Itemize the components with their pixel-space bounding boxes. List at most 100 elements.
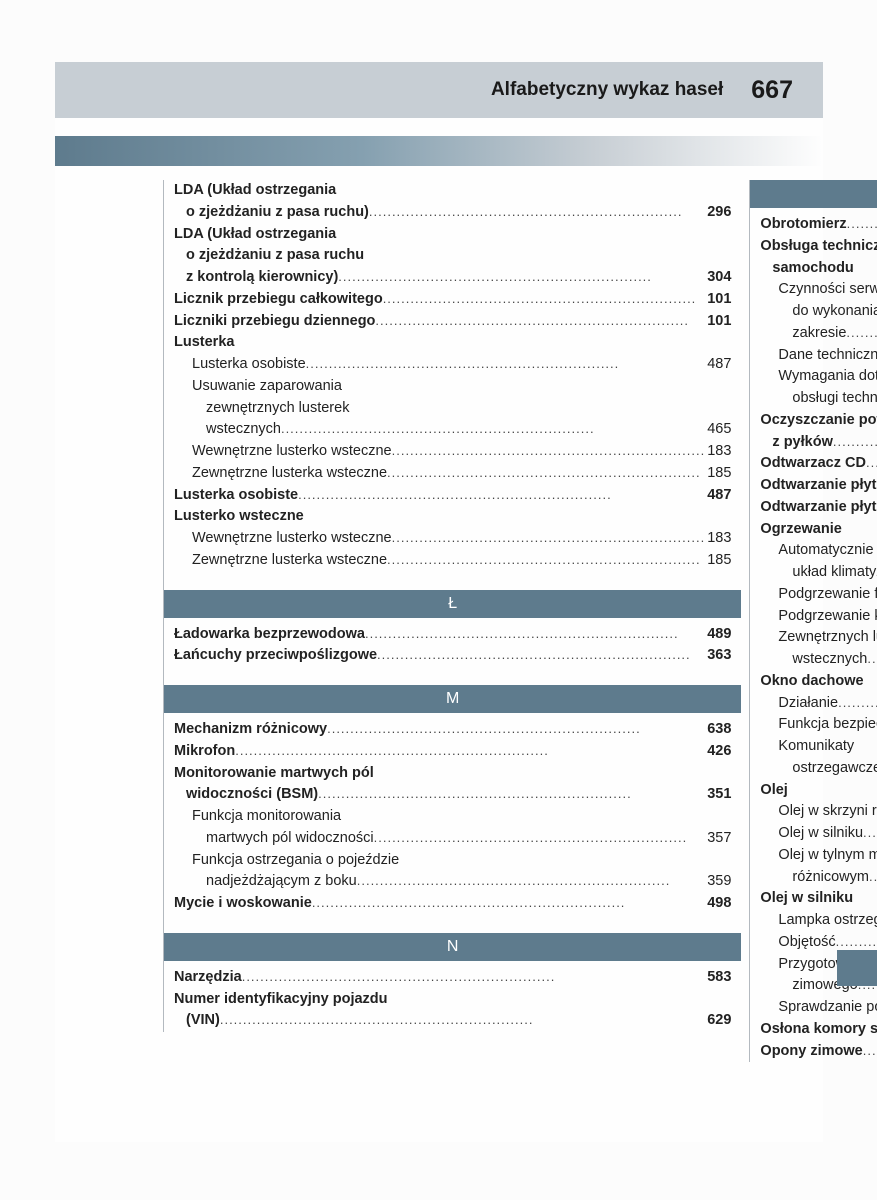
index-entry: LDA (Układ ostrzegania — [174, 180, 731, 202]
index-entry-label: Sprawdzanie poziomu — [778, 997, 877, 1019]
index-entry: o zjeżdżaniu z pasa ruchu)296 — [174, 202, 731, 224]
index-entry-label: Mechanizm różnicowy — [174, 719, 327, 741]
index-entry: różnicowym638 — [760, 867, 877, 889]
index-entry: Olej w silniku631 — [760, 823, 877, 845]
index-entry: Zewnętrzne lusterka wsteczne 185 — [174, 463, 731, 485]
index-entry-page: 183 — [705, 441, 731, 463]
index-entry: ostrzegawcze193, 579 — [760, 758, 877, 780]
index-entry-label: Automatycznie sterowany — [778, 540, 877, 562]
index-entry: Opony zimowe362 — [760, 1041, 877, 1063]
index-entry-label: Licznik przebiegu całkowitego — [174, 289, 383, 311]
index-entry-label: Oczyszczanie powietrza — [760, 410, 877, 432]
index-entry-label: Dane techniczne i serwisowe — [778, 345, 877, 367]
index-entry-label: zewnętrznych lusterek — [206, 398, 349, 420]
index-entry: z pyłków466 — [760, 432, 877, 454]
index-entry: Okno dachowe — [760, 671, 877, 693]
leader-dots — [220, 1010, 705, 1030]
index-entry-label: Objętość — [778, 932, 835, 954]
index-entry-label: Odtwarzacz CD — [760, 453, 866, 475]
gradient-bar — [55, 136, 823, 166]
index-entry-label: Olej — [760, 780, 787, 802]
index-entry: Automatycznie sterowany — [760, 540, 877, 562]
index-entry-label: Funkcja ostrzegania o pojeździe — [192, 850, 399, 872]
index-entry-label: Funkcja monitorowania — [192, 806, 341, 828]
index-entry: Zewnętrznych lusterek — [760, 627, 877, 649]
index-entry: nadjeżdżającym z boku359 — [174, 871, 731, 893]
index-entry: Narzędzia583 — [174, 967, 731, 989]
index-entry-label: ostrzegawcze — [792, 758, 877, 780]
index-entry-label: Mycie i woskowanie — [174, 893, 312, 915]
index-entry: Funkcja bezpieczeństwa191 — [760, 714, 877, 736]
index-entry: martwych pól widoczności357 — [174, 828, 731, 850]
index-entry-page: 351 — [705, 784, 731, 806]
index-entry-label: Osłona komory silnikowej — [760, 1019, 877, 1041]
header-bar: Alfabetyczny wykaz haseł 667 — [55, 62, 823, 118]
index-entry-page: 489 — [705, 624, 731, 646]
index-entry: Olej w tylnym mechanizmie — [760, 845, 877, 867]
index-entry-page: 487 — [705, 354, 731, 376]
leader-dots — [281, 419, 705, 439]
index-entry-label: Obsługa techniczna i konserwacja — [760, 236, 877, 258]
index-entry: Wymagania dotyczące — [760, 366, 877, 388]
index-entry: Sprawdzanie poziomu516 — [760, 997, 877, 1019]
index-entry-page: 629 — [705, 1010, 731, 1032]
leader-dots — [383, 289, 706, 309]
leader-dots — [377, 645, 705, 665]
index-entry-label: Łańcuchy przeciwpoślizgowe — [174, 645, 377, 667]
leader-dots — [374, 828, 706, 848]
index-entry: wstecznych465 — [760, 649, 877, 671]
index-entry-label: Liczniki przebiegu dziennego — [174, 311, 375, 333]
index-entry: Wewnętrzne lusterko wsteczne183 — [174, 441, 731, 463]
index-entry-label: Monitorowanie martwych pól — [174, 763, 374, 785]
index-entry-page: 638 — [705, 719, 731, 741]
index-entry: zewnętrznych lusterek — [174, 398, 731, 420]
index-entry: o zjeżdżaniu z pasa ruchu — [174, 245, 731, 267]
leader-dots — [863, 1041, 877, 1061]
leader-dots — [866, 453, 877, 473]
index-entry-page: 465 — [705, 419, 731, 441]
index-entry-label: obsługi technicznej — [792, 388, 877, 410]
index-entry: Komunikaty — [760, 736, 877, 758]
index-entry-label: Lusterka osobiste — [192, 354, 306, 376]
index-entry: Lusterka osobiste 487 — [174, 354, 731, 376]
index-entry-page: 487 — [705, 485, 731, 507]
index-entry-label: Usuwanie zaparowania — [192, 376, 342, 398]
side-thumb-tab — [837, 950, 877, 986]
index-entry-label: Opony zimowe — [760, 1041, 862, 1063]
index-entry-label: Zewnętrznych lusterek — [778, 627, 877, 649]
index-entry: układ klimatyzacji460 — [760, 562, 877, 584]
index-entry: Mechanizm różnicowy 638 — [174, 719, 731, 741]
index-entry: Licznik przebiegu całkowitego101 — [174, 289, 731, 311]
leader-dots — [369, 202, 705, 222]
index-entry-label: do wykonania we własnym — [792, 301, 877, 323]
index-entry: Osłona komory silnikowej515 — [760, 1019, 877, 1041]
index-entry-label: samochodu — [772, 258, 853, 280]
index-entry: Lampka ostrzegawcza572 — [760, 910, 877, 932]
index-entry-label: Podgrzewanie kierownicy — [778, 606, 877, 628]
section-header: N — [164, 933, 741, 961]
leader-dots — [357, 871, 705, 891]
index-entry-label: Zewnętrzne lusterka wsteczne — [192, 463, 387, 485]
index-entry-label: nadjeżdżającym z boku — [206, 871, 357, 893]
index-entry-label: Obrotomierz — [760, 214, 846, 236]
index-entry-label: Funkcja bezpieczeństwa — [778, 714, 877, 736]
leader-dots — [836, 932, 877, 952]
leader-dots — [392, 528, 706, 548]
index-entry: obsługi technicznej505 — [760, 388, 877, 410]
index-entry-label: różnicowym — [792, 867, 869, 889]
index-entry-label: Zewnętrzne lusterka wsteczne — [192, 550, 387, 572]
index-entry: Usuwanie zaparowania — [174, 376, 731, 398]
index-entry-page: 363 — [705, 645, 731, 667]
index-entry: Olej w skrzyni rozdzielczej638 — [760, 801, 877, 823]
index-entry: Funkcja ostrzegania o pojeździe — [174, 850, 731, 872]
index-entry-label: LDA (Układ ostrzegania — [174, 224, 336, 246]
leader-dots — [847, 214, 877, 234]
leader-dots — [327, 719, 705, 739]
index-entry-label: widoczności (BSM) — [186, 784, 318, 806]
index-entry-page: 185 — [705, 463, 731, 485]
index-entry-label: LDA (Układ ostrzegania — [174, 180, 336, 202]
index-entry-page: 183 — [705, 528, 731, 550]
leader-dots — [838, 693, 877, 713]
index-entry-label: układ klimatyzacji — [792, 562, 877, 584]
index-entry-label: Olej w silniku — [760, 888, 853, 910]
